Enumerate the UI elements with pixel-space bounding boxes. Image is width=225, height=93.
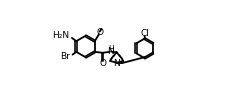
Text: N: N xyxy=(107,47,114,56)
Text: O: O xyxy=(99,58,106,68)
Text: Cl: Cl xyxy=(141,29,149,38)
Text: H: H xyxy=(108,45,114,54)
Text: Br: Br xyxy=(60,52,70,61)
Text: O: O xyxy=(97,28,104,37)
Text: N: N xyxy=(113,59,120,68)
Text: H₂N: H₂N xyxy=(52,31,69,40)
